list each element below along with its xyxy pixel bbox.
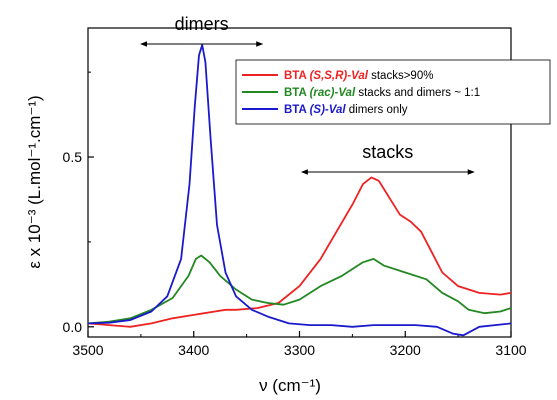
y-tick-label: 0.5 [63, 149, 83, 165]
y-axis-ticks: 0.0 0.5 [63, 71, 94, 335]
series-lines [87, 44, 512, 337]
y-tick-label: 0.0 [63, 319, 83, 335]
x-tick-label: 3200 [390, 342, 421, 358]
annotation-label: dimers [175, 14, 229, 34]
x-axis-label: ν (cm⁻¹) [259, 376, 321, 395]
legend: BTA (S,S,R)-Val stacks>90% BTA (rac)-Val … [235, 59, 551, 125]
annotations: dimers stacks [140, 14, 475, 175]
legend-entry: BTA (S,S,R)-Val stacks>90% [284, 70, 433, 82]
x-tick-label: 3100 [495, 342, 526, 358]
x-tick-label: 3300 [284, 342, 315, 358]
series-line-1 [87, 254, 512, 325]
x-tick-label: 3400 [178, 342, 209, 358]
legend-box [235, 59, 551, 125]
x-tick-label: 3500 [72, 342, 103, 358]
series-line-2 [87, 44, 512, 337]
legend-entry: BTA (S)-Val dimers only [284, 104, 408, 116]
series-line-0 [87, 176, 512, 328]
x-axis-ticks: 3500 3400 3300 3200 3100 [72, 331, 527, 358]
legend-entry: BTA (rac)-Val stacks and dimers ~ 1:1 [284, 87, 480, 99]
y-axis-label: ε x 10⁻³ (L.mol⁻¹.cm⁻¹) [25, 95, 44, 268]
annotation-label: stacks [362, 142, 413, 162]
